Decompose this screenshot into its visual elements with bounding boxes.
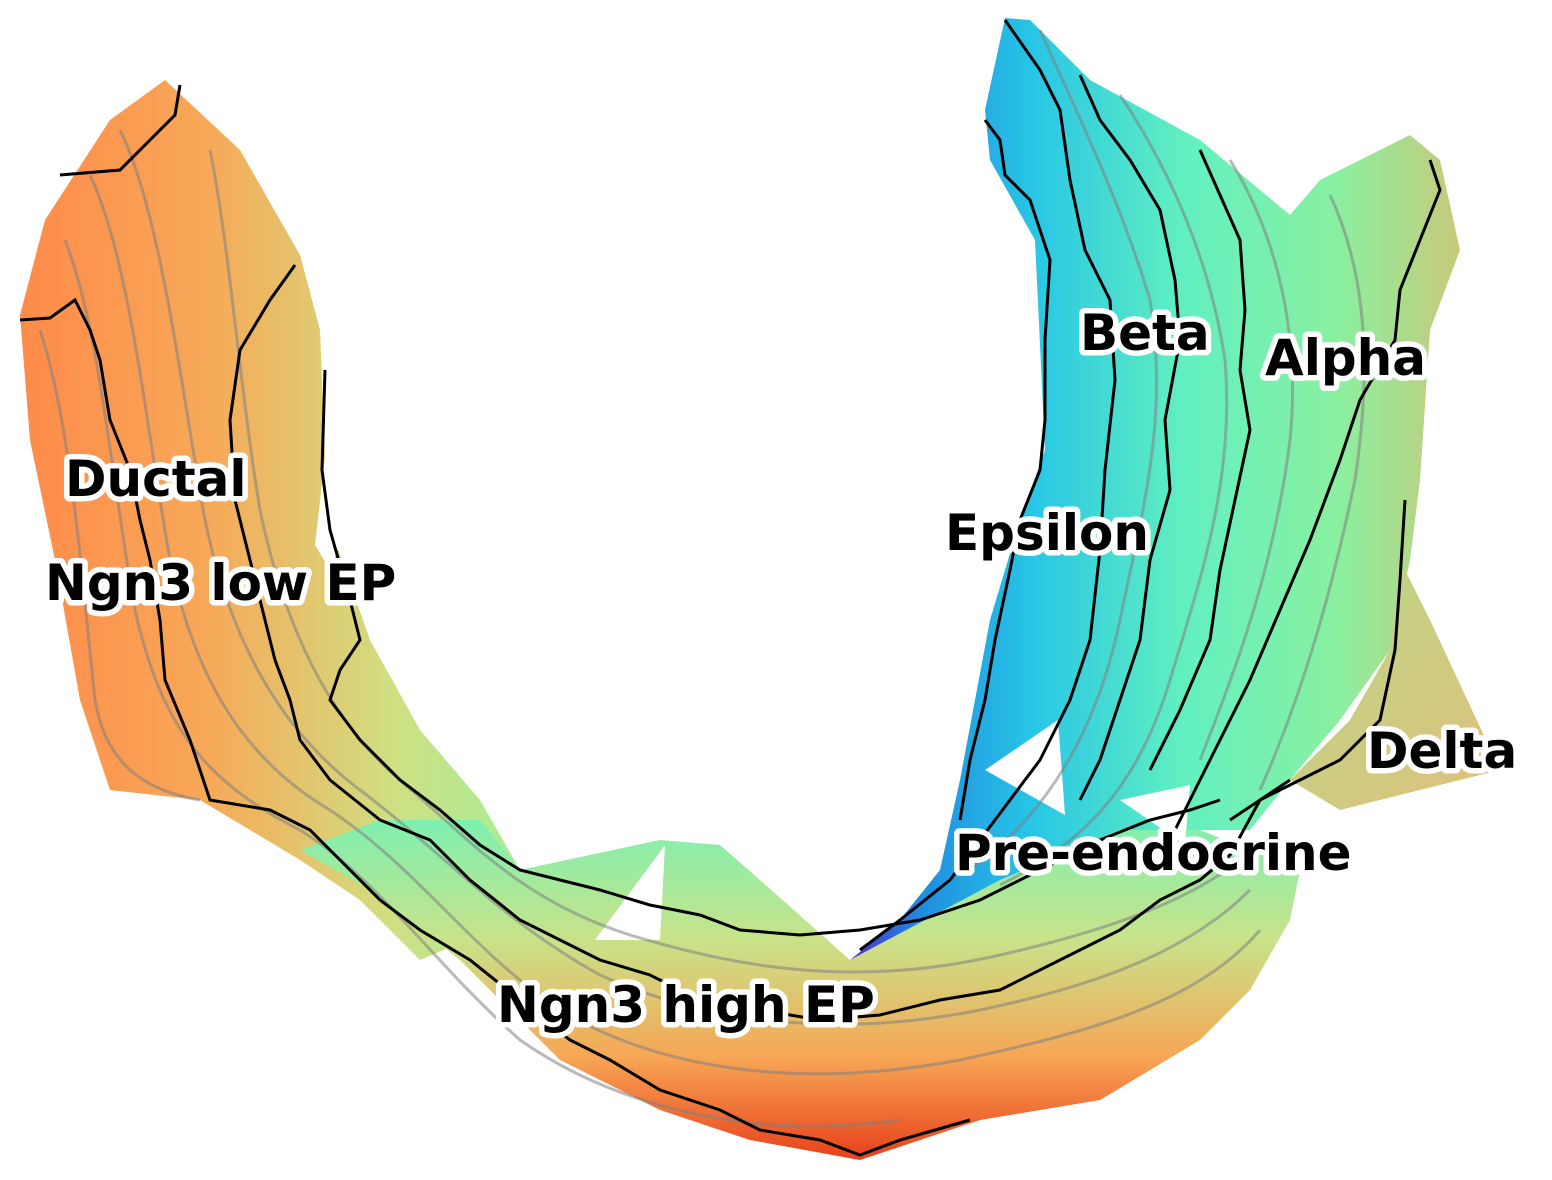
label-beta: Beta xyxy=(1080,304,1210,362)
label-epsilon: Epsilon xyxy=(945,504,1149,562)
label-pre-endocrine: Pre-endocrine xyxy=(955,824,1352,882)
surface-hole-3 xyxy=(1120,785,1190,845)
surface-delta-lobe xyxy=(1290,560,1500,810)
surface-left-arm xyxy=(20,80,560,960)
surface-hole-2 xyxy=(985,720,1065,815)
surface-right-arm xyxy=(850,18,1460,960)
label-alpha: Alpha xyxy=(1265,329,1426,387)
label-ngn3-low-ep: Ngn3 low EP xyxy=(45,554,396,612)
surface-bottom-band xyxy=(300,820,1300,1160)
label-ductal: Ductal xyxy=(65,450,247,508)
major-contours xyxy=(19,19,1442,1157)
cluster-labels: Ductal Ngn3 low EP Ngn3 high EP Pre-endo… xyxy=(40,299,1523,1040)
label-ngn3-high-ep: Ngn3 high EP xyxy=(497,976,875,1034)
surface-hole-4 xyxy=(315,430,345,570)
minor-contours xyxy=(38,29,1366,1128)
surface xyxy=(20,18,1500,1160)
label-delta: Delta xyxy=(1367,722,1517,780)
surface-hole-1 xyxy=(595,845,665,940)
